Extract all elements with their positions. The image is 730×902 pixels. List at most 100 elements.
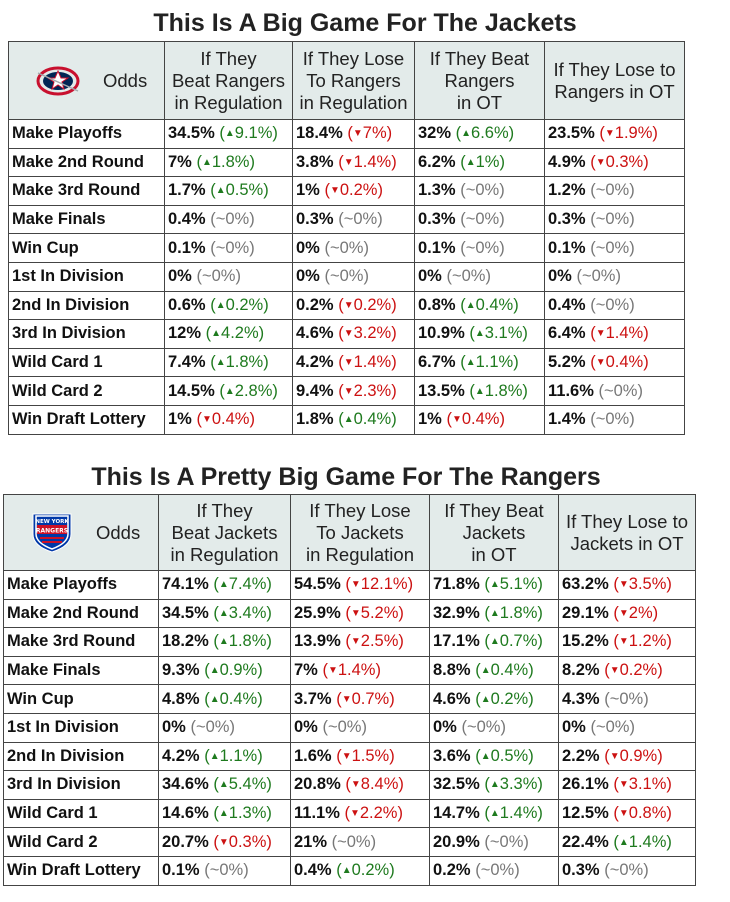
probability-value: 1% (168, 410, 192, 429)
table-row: Make Finals 0.4% (~0%) 0.3% (~0%) 0.3% (~0%… (8, 204, 685, 235)
probability-value: 8.2% (562, 661, 600, 680)
probability-value: 0.1% (168, 238, 206, 257)
change-value: 1.8% (228, 632, 267, 651)
probability-value: 13.5% (418, 381, 465, 400)
change-indicator: (▲2.8%) (214, 381, 278, 400)
table-cell: 25.9% (▼5.2%) (290, 598, 430, 629)
change-value: ~0% (209, 861, 244, 880)
change-indicator: (~0%) (319, 267, 369, 286)
probability-value: 4.8% (162, 689, 200, 708)
table-row: 2nd In Division 0.6% (▲0.2%) 0.2% (▼0.2%) 0… (8, 290, 685, 321)
change-indicator: (~0%) (599, 689, 649, 708)
probability-value: 17.1% (433, 632, 480, 651)
probability-value: 4.6% (433, 689, 471, 708)
change-value: 0.2% (619, 661, 658, 680)
change-value: ~0% (201, 267, 236, 286)
svg-text:RANGERS: RANGERS (36, 527, 68, 534)
change-value: 2.2% (359, 804, 398, 823)
probability-value: 7% (294, 661, 318, 680)
change-value: 0.2% (490, 689, 529, 708)
change-indicator: (▲3.1%) (464, 324, 528, 343)
table-cell: 11.6% (~0%) (544, 376, 685, 406)
table-cell: 0.6% (▲0.2%) (164, 290, 293, 321)
table-cell: 18.2% (▲1.8%) (158, 627, 291, 657)
triangle-up-icon: ▲ (218, 607, 229, 619)
table-cell: 22.4% (▲1.4%) (558, 827, 696, 857)
triangle-down-icon: ▼ (350, 636, 361, 648)
table-cell: 0% (~0%) (164, 261, 293, 292)
change-value: ~0% (595, 181, 630, 200)
probability-value: 18.4% (296, 124, 343, 143)
change-indicator: (▼1.5%) (331, 746, 395, 765)
probability-value: 0% (162, 718, 186, 737)
change-value: ~0% (195, 718, 230, 737)
probability-value: 2.2% (562, 746, 600, 765)
probability-value: 6.4% (548, 324, 586, 343)
change-value: 1.8% (225, 353, 264, 372)
probability-value: 0.4% (548, 295, 586, 314)
change-indicator: (~0%) (455, 210, 505, 229)
triangle-down-icon: ▼ (352, 128, 363, 140)
triangle-up-icon: ▲ (224, 385, 235, 397)
triangle-up-icon: ▲ (215, 357, 226, 369)
probability-value: 8.8% (433, 661, 471, 680)
change-indicator: (▼1.4%) (585, 324, 649, 343)
change-value: 0.5% (490, 746, 529, 765)
table-cell: 4.2% (▼1.4%) (292, 347, 415, 378)
probability-value: 0.3% (562, 861, 600, 880)
rangers-table-title: This Is A Pretty Big Game For The Ranger… (91, 463, 601, 491)
change-indicator: (~0%) (585, 238, 635, 257)
change-value: 0.7% (351, 689, 390, 708)
change-indicator: (▲0.2%) (470, 689, 534, 708)
probability-value: 1.7% (168, 181, 206, 200)
change-value: 1.4% (353, 152, 392, 171)
probability-value: 0.2% (296, 295, 334, 314)
jackets-odds-table: Odds If They Beat Rangers in Regulation If… (8, 41, 685, 435)
change-value: ~0% (327, 718, 362, 737)
change-value: ~0% (329, 238, 364, 257)
table-cell: 1.6% (▼1.5%) (290, 741, 430, 772)
triangle-up-icon: ▲ (480, 693, 491, 705)
change-indicator: (▼1.9%) (594, 124, 658, 143)
column-header: If They Beat Rangers in Regulation (164, 41, 293, 120)
row-label: 1st In Division (8, 261, 165, 292)
change-value: ~0% (329, 267, 364, 286)
probability-value: 1.6% (294, 746, 332, 765)
probability-value: 0% (548, 267, 572, 286)
probability-value: 0.3% (296, 210, 334, 229)
triangle-down-icon: ▼ (595, 156, 606, 168)
change-value: ~0% (609, 861, 644, 880)
probability-value: 0.4% (168, 210, 206, 229)
probability-value: 1.8% (296, 410, 334, 429)
change-value: ~0% (215, 210, 250, 229)
change-indicator: (▼2%) (608, 603, 659, 622)
change-value: 1.5% (351, 746, 390, 765)
change-indicator: (~0%) (205, 238, 255, 257)
triangle-down-icon: ▼ (350, 579, 361, 591)
table-cell: 7% (▲1.8%) (164, 147, 293, 178)
change-value: ~0% (595, 210, 630, 229)
table-cell: 23.5% (▼1.9%) (544, 119, 685, 149)
table-cell: 2.2% (▼0.9%) (558, 741, 696, 772)
change-indicator: (~0%) (479, 832, 529, 851)
probability-value: 4.2% (162, 746, 200, 765)
table-cell: 14.5% (▲2.8%) (164, 376, 293, 406)
change-value: 1.4% (353, 353, 392, 372)
change-value: ~0% (337, 832, 371, 851)
triangle-up-icon: ▲ (618, 836, 629, 848)
change-indicator: (▼1.4%) (317, 661, 381, 680)
jackets-table-title: This Is A Big Game For The Jackets (153, 9, 577, 37)
change-value: 5.1% (499, 575, 538, 594)
odds-label: Odds (103, 69, 148, 91)
table-cell: 32.5% (▲3.3%) (429, 770, 559, 800)
change-indicator: (~0%) (317, 718, 367, 737)
odds-corner-cell: NEW YORK RANGERS Odds (3, 494, 159, 571)
change-value: 5.4% (228, 775, 267, 794)
change-value: 1.4% (499, 804, 538, 823)
change-value: 0.4% (353, 410, 392, 429)
table-cell: 26.1% (▼3.1%) (558, 770, 696, 800)
change-indicator: (~0%) (191, 267, 241, 286)
change-indicator: (~0%) (593, 381, 643, 400)
triangle-up-icon: ▲ (209, 750, 220, 762)
table-cell: 0% (~0%) (158, 712, 291, 743)
